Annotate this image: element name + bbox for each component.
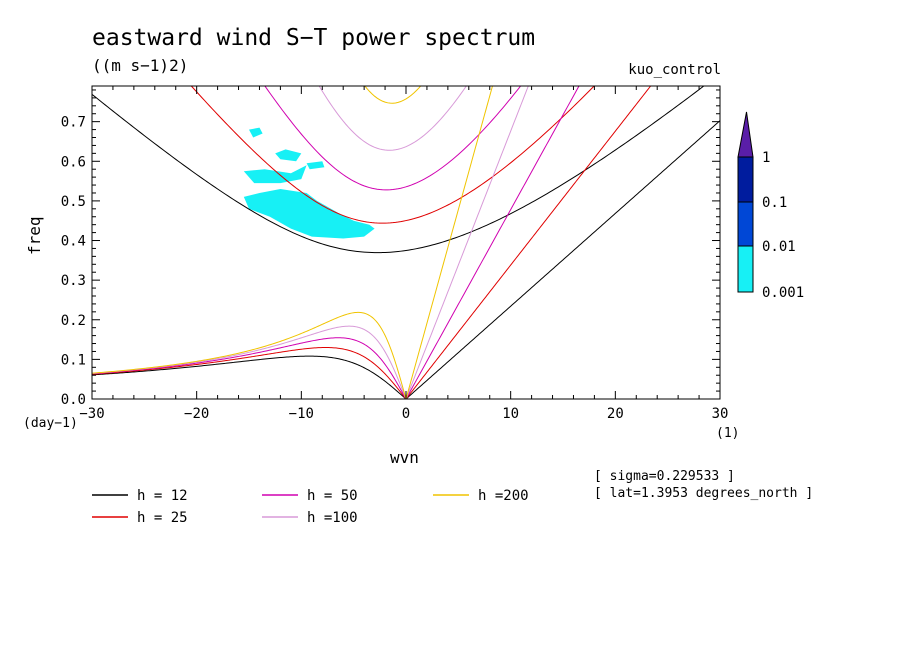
y-tick-label: 0.4 [61,234,86,250]
power-blob [275,149,302,162]
dispersion-curves [92,86,720,399]
kelvin-wave-curve-h50 [405,86,580,399]
power-shading [243,127,375,239]
legend-label-h200: h =200 [478,488,529,504]
kelvin-wave-curve-h12 [405,120,720,399]
plot-frame [91,85,721,400]
colorbar-label: 0.1 [762,195,787,211]
y-tick-label: 0.7 [61,115,86,131]
legend-label-h25: h = 25 [137,510,188,526]
x-axis-label: wvn [390,448,419,467]
gravity-wave-curve-h50 [264,86,522,191]
run-label: kuo_control [628,62,721,78]
colorbar-label: 0.001 [762,285,804,301]
y-tick-label: 0.6 [61,154,86,170]
colorbar-label: 0.01 [762,239,796,255]
mrg-wave-curve-h100 [92,325,407,399]
gravity-wave-curve-h100 [318,86,467,151]
x-tick-label: 30 [712,406,729,422]
x-tick-label: 0 [402,406,410,422]
power-blob [249,127,263,138]
kelvin-wave-curve-h200 [405,86,494,399]
sigma-annotation: [ sigma=0.229533 ] [594,469,735,484]
mrg-wave-curve-h12 [92,355,407,399]
mrg-wave-curve-h25 [92,346,407,399]
lat-annotation: [ lat=1.3953 degrees_north ] [594,486,814,501]
gravity-wave-curve-h12 [92,86,705,254]
colorbar-swatch [737,245,754,293]
mrg-wave-curve-h50 [92,337,407,399]
y-tick-label: 0.3 [61,273,86,289]
legend: h = 12 h = 25 h = 50 h =100 h =200 [92,488,529,526]
colorbar-swatch [737,201,754,247]
legend-label-h12: h = 12 [137,488,188,504]
colorbar: 1 0.1 0.01 0.001 [737,111,804,301]
x-tick-label: −20 [184,406,209,422]
x-tick-label: −10 [289,406,314,422]
chart-title: eastward wind S−T power spectrum [92,25,536,51]
x-tick-label: 10 [502,406,519,422]
y-axis-unit: (day−1) [23,416,78,431]
chart-units: ((m s−1)2) [92,56,189,75]
gravity-wave-curve-h25 [190,86,595,224]
x-tick-label: −30 [79,406,104,422]
x-axis-unit: (1) [716,426,740,441]
y-tick-label: 0.5 [61,194,86,210]
x-tick-label: 20 [607,406,624,422]
power-blob [243,189,375,239]
y-tick-label: 0.1 [61,352,86,368]
y-tick-label: 0.0 [61,392,86,408]
legend-label-h50: h = 50 [307,488,358,504]
y-tick-label: 0.2 [61,313,86,329]
gravity-wave-curve-h200 [364,86,422,104]
power-blob [306,161,325,170]
plot-axes: −30 −20 −10 0 10 20 30 0.0 0.1 0.2 0.3 0.4 0.5 0.6 0.7 [61,85,729,422]
power-blob [243,165,307,184]
kelvin-wave-curve-h25 [405,86,652,399]
colorbar-over-triangle [737,111,754,158]
colorbar-swatch [737,156,754,203]
mrg-wave-curve-h200 [92,311,407,399]
colorbar-label: 1 [762,150,770,166]
legend-label-h100: h =100 [307,510,358,526]
kelvin-wave-curve-h100 [405,86,529,399]
